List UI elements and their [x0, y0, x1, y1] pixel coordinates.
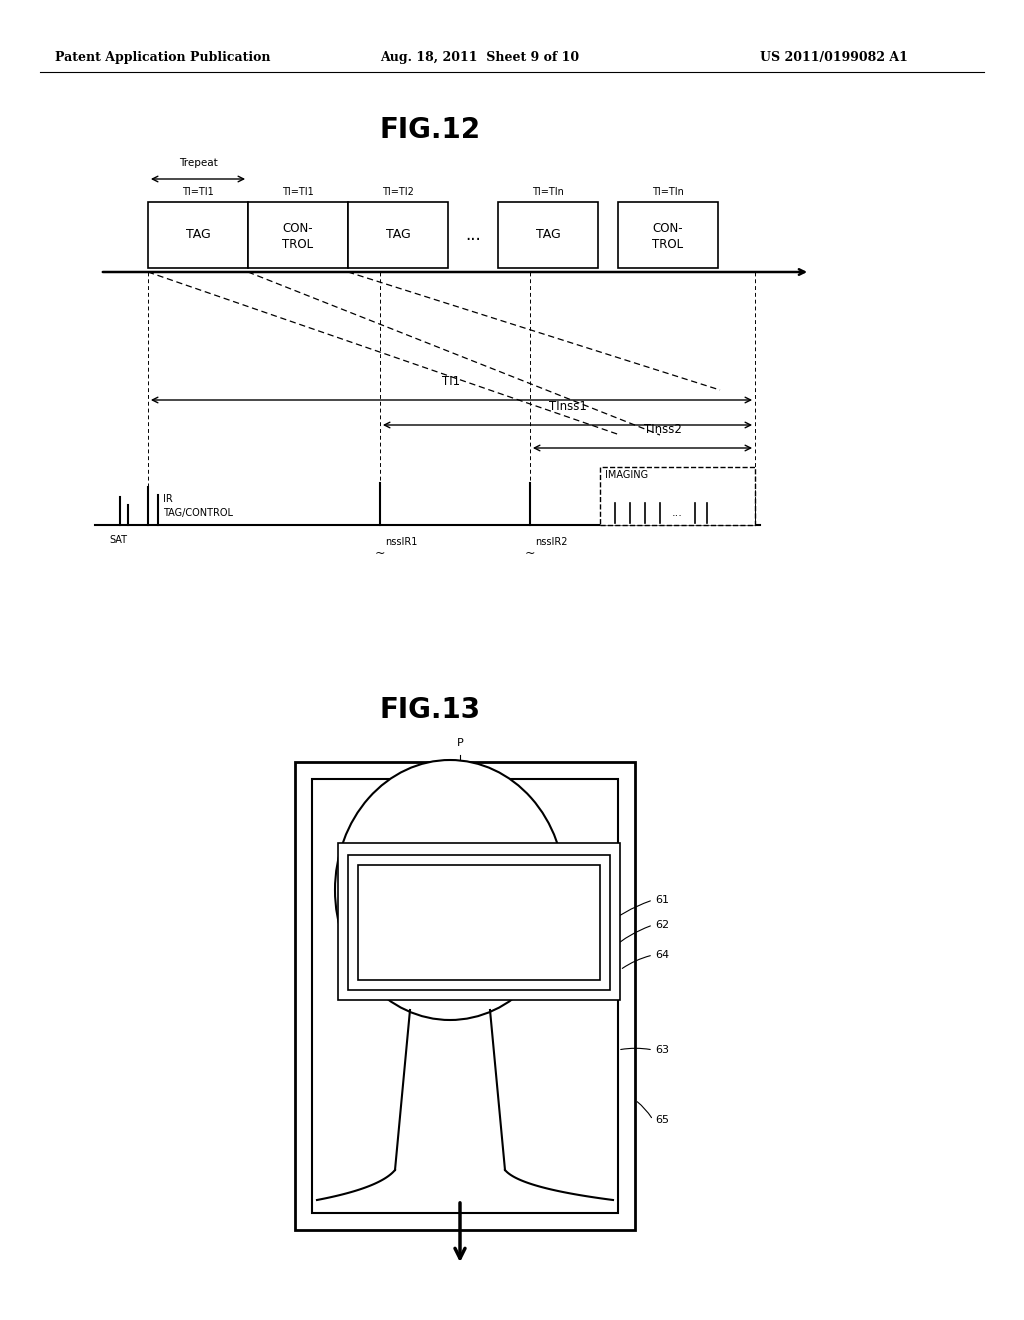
Ellipse shape [335, 760, 565, 1020]
Text: IMAGING: IMAGING [605, 470, 648, 480]
Bar [348, 202, 449, 268]
Text: ~: ~ [524, 546, 536, 560]
Text: 62: 62 [655, 920, 669, 931]
Text: TI=TIn: TI=TIn [532, 187, 564, 197]
Text: 64: 64 [655, 950, 669, 960]
Bar [295, 762, 635, 1230]
Bar [618, 202, 718, 268]
Bar [148, 202, 248, 268]
Text: nssIR1: nssIR1 [385, 537, 418, 546]
Text: ...: ... [465, 226, 481, 244]
Text: TInss1: TInss1 [549, 400, 587, 413]
Text: TAG: TAG [386, 228, 411, 242]
Text: P: P [457, 738, 464, 748]
Text: US 2011/0199082 A1: US 2011/0199082 A1 [760, 51, 908, 65]
Text: TI=TI1: TI=TI1 [283, 187, 314, 197]
Bar [498, 202, 598, 268]
Bar [358, 865, 600, 979]
Text: FIG.12: FIG.12 [380, 116, 480, 144]
Text: TAG: TAG [185, 228, 210, 242]
Bar [600, 467, 755, 525]
Text: 65: 65 [655, 1115, 669, 1125]
Text: TAG: TAG [536, 228, 560, 242]
Text: nssIR2: nssIR2 [535, 537, 567, 546]
Text: TInss2: TInss2 [643, 422, 681, 436]
Text: TROL: TROL [283, 238, 313, 251]
Text: Trepeat: Trepeat [178, 158, 217, 168]
Text: FIG.13: FIG.13 [380, 696, 480, 723]
Text: SAT: SAT [109, 535, 127, 545]
Text: TI=TI2: TI=TI2 [382, 187, 414, 197]
Text: IR: IR [163, 494, 173, 504]
Text: TROL: TROL [652, 238, 684, 251]
Bar [338, 843, 620, 1001]
Bar [248, 202, 348, 268]
Text: ~: ~ [375, 546, 385, 560]
Text: TI1: TI1 [442, 375, 461, 388]
Text: TI=TIn: TI=TIn [652, 187, 684, 197]
Text: 63: 63 [655, 1045, 669, 1055]
Text: CON-: CON- [283, 222, 313, 235]
Text: TAG/CONTROL: TAG/CONTROL [163, 508, 233, 517]
Text: Patent Application Publication: Patent Application Publication [55, 51, 270, 65]
Text: 61: 61 [655, 895, 669, 906]
Text: Aug. 18, 2011  Sheet 9 of 10: Aug. 18, 2011 Sheet 9 of 10 [380, 51, 580, 65]
Text: CON-: CON- [652, 222, 683, 235]
Text: TI=TI1: TI=TI1 [182, 187, 214, 197]
Bar [312, 779, 618, 1213]
Text: ...: ... [672, 508, 683, 517]
Bar [348, 855, 610, 990]
